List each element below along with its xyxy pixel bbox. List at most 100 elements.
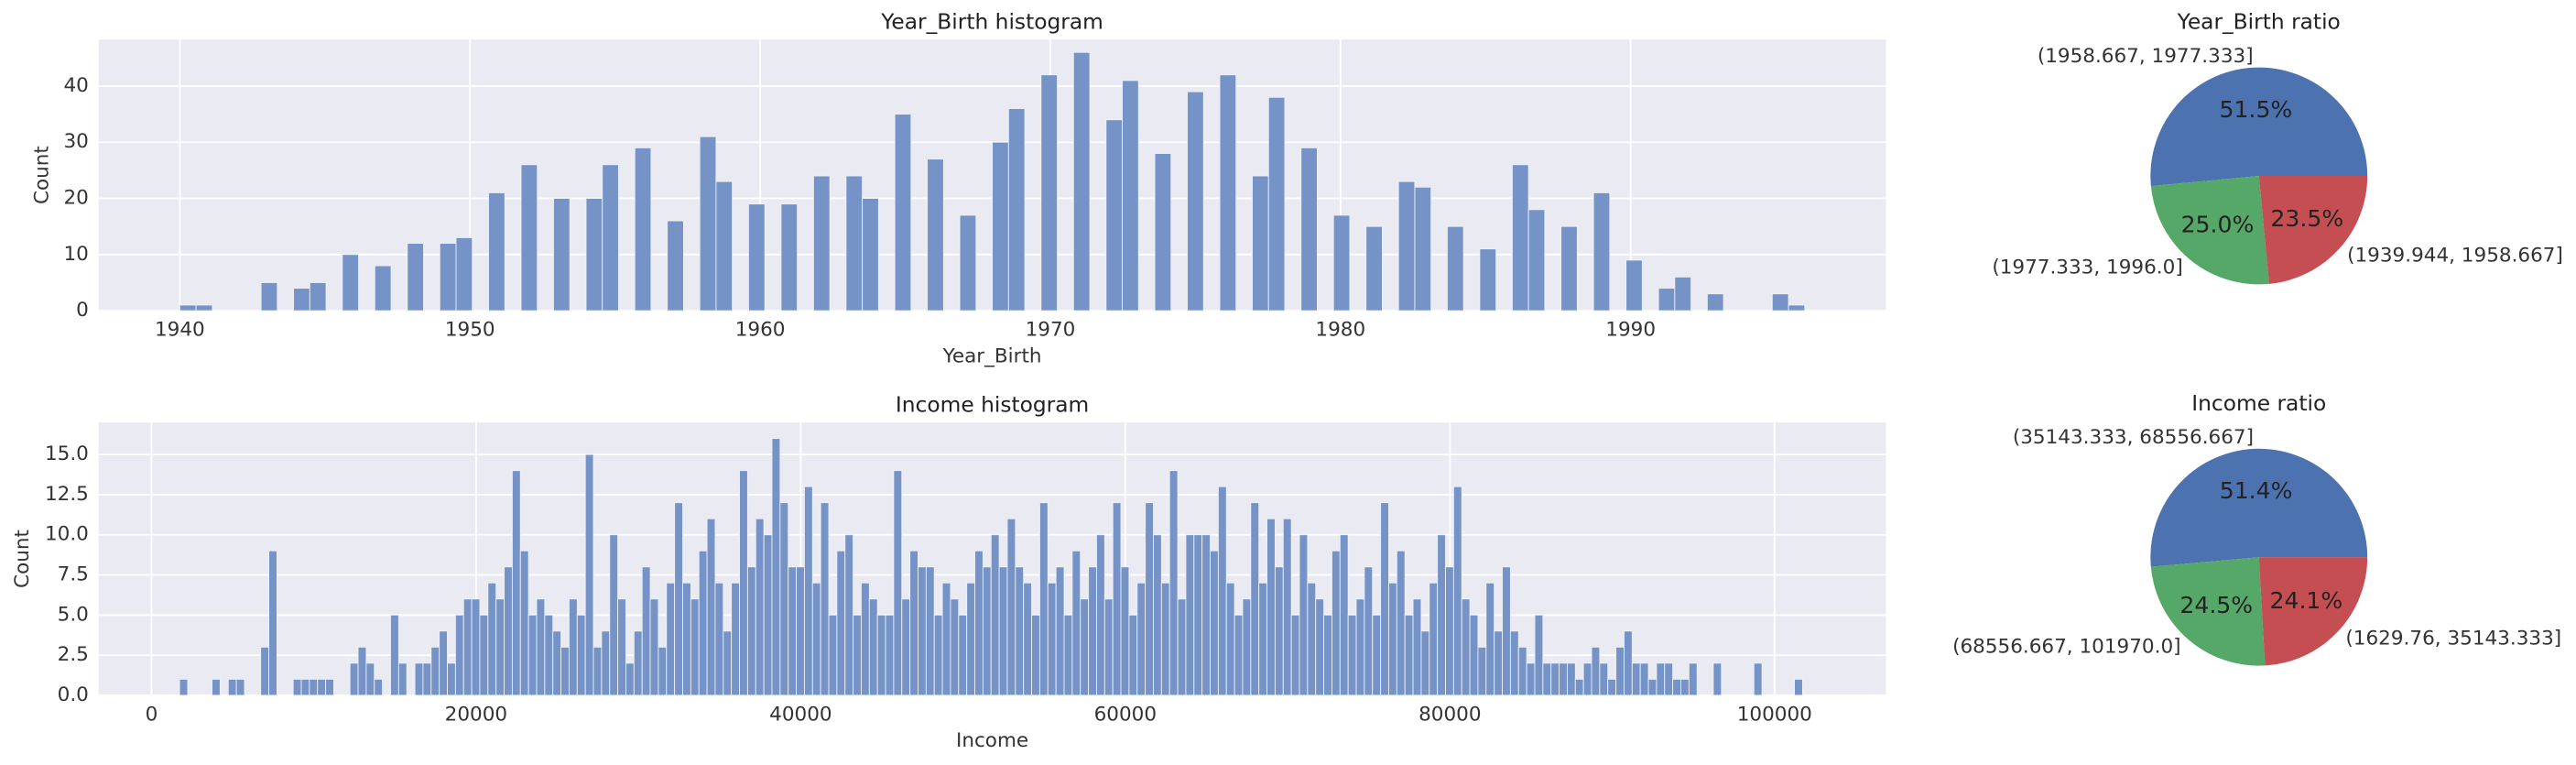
bar [1210, 550, 1219, 696]
y-tick-label: 20 [63, 187, 88, 210]
y-tick-label: 5.0 [58, 603, 89, 626]
bar [836, 550, 846, 696]
bar [893, 470, 903, 696]
bar [495, 598, 505, 696]
bar [699, 136, 717, 311]
pie-value-label: 24.5% [2179, 592, 2253, 618]
bar [1574, 678, 1584, 696]
bar [1015, 566, 1025, 696]
x-tick-label: 100000 [1737, 703, 1812, 726]
bar [1788, 304, 1806, 311]
bar [1674, 276, 1692, 311]
pie-value-label: 24.1% [2270, 587, 2343, 614]
bar [1331, 550, 1341, 696]
pie-value-label: 23.5% [2270, 205, 2343, 232]
bar [876, 614, 886, 696]
y-tick-label: 0.0 [58, 683, 89, 706]
bar [862, 198, 879, 311]
bar [504, 566, 513, 696]
bar [439, 630, 448, 696]
bar [527, 614, 538, 696]
bar [901, 598, 911, 696]
bar [1380, 502, 1389, 696]
bar [625, 662, 635, 696]
bar [212, 678, 221, 696]
bar [1625, 259, 1643, 311]
bar [195, 304, 213, 311]
bar [763, 534, 773, 696]
bar [746, 566, 756, 696]
pie-label: (1977.333, 1996.0] [1992, 256, 2182, 279]
bar [1479, 248, 1497, 311]
bar [317, 678, 327, 696]
x-tick-label: 20000 [445, 703, 507, 726]
bar [950, 598, 960, 696]
bar [634, 147, 652, 311]
bar [1397, 180, 1416, 311]
bar [1055, 566, 1065, 696]
bar [845, 175, 864, 311]
bar [1128, 614, 1138, 696]
bar [641, 566, 651, 696]
bar [666, 582, 676, 696]
bar [1560, 225, 1578, 311]
bar [357, 646, 367, 696]
bar [576, 614, 586, 696]
bar [667, 220, 684, 311]
bar [1217, 486, 1227, 696]
bar [1332, 214, 1351, 311]
bar [1145, 502, 1154, 696]
bar [1219, 74, 1237, 311]
bar [454, 614, 464, 696]
bar [439, 243, 457, 311]
bar [1542, 662, 1552, 696]
bar [1252, 175, 1269, 311]
x-tick-label: 80000 [1418, 703, 1481, 726]
bar [462, 598, 473, 696]
bar [698, 550, 708, 696]
bar [1591, 646, 1601, 696]
bar [998, 566, 1008, 696]
bar [584, 454, 594, 696]
x-tick-label: 1970 [1026, 319, 1076, 342]
bar [292, 678, 302, 696]
bar [1063, 614, 1073, 696]
bar [1680, 678, 1690, 696]
bar [894, 114, 912, 311]
bar [811, 582, 821, 696]
bar [227, 678, 237, 696]
x-tick-label: 40000 [769, 703, 831, 726]
bar [1664, 662, 1674, 696]
bar [1445, 566, 1454, 696]
bar [1469, 614, 1479, 696]
bar [1753, 662, 1763, 696]
bar [601, 630, 611, 696]
bar [1193, 534, 1203, 696]
x-tick-label: 0 [146, 703, 158, 726]
bar [1072, 51, 1091, 311]
y-tick-label: 2.5 [58, 643, 89, 666]
chart-title: Year_Birth histogram [880, 10, 1103, 35]
bar [1420, 630, 1430, 696]
bar [1007, 108, 1026, 311]
bar [780, 203, 799, 311]
bar [260, 646, 270, 696]
bar [982, 566, 992, 696]
bar [1339, 534, 1349, 696]
bar [933, 614, 943, 696]
x-axis-label: Income [956, 729, 1028, 752]
y-tick-label: 30 [63, 130, 88, 153]
bar [1559, 662, 1568, 696]
bar [374, 678, 384, 696]
bar [1323, 614, 1332, 696]
bar [853, 614, 862, 696]
bar [309, 678, 319, 696]
bar [609, 534, 619, 696]
bar [861, 582, 870, 696]
bar [479, 614, 489, 696]
bar [925, 566, 935, 696]
bar [909, 550, 918, 696]
bar [235, 678, 245, 696]
bar [1103, 598, 1114, 696]
bar [1647, 678, 1658, 696]
